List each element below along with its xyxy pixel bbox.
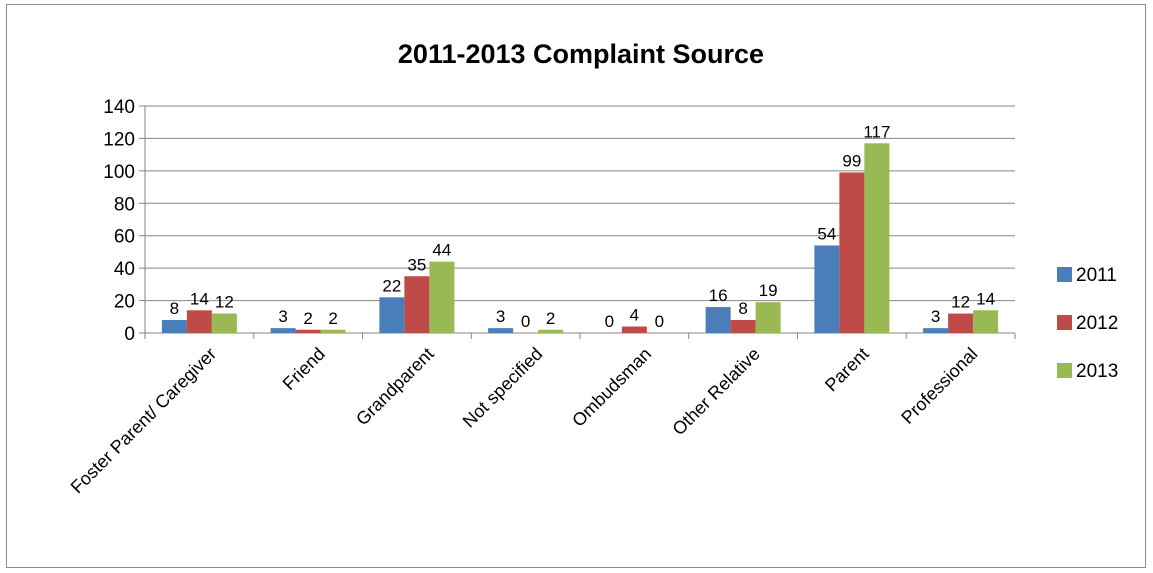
legend-swatch-2013 xyxy=(1057,363,1072,378)
data-label: 2 xyxy=(546,309,555,328)
y-tick-label: 20 xyxy=(114,292,135,313)
bar-2013 xyxy=(429,261,455,333)
bar-2013 xyxy=(320,329,346,333)
data-label: 2 xyxy=(303,309,312,328)
data-label: 3 xyxy=(496,307,505,326)
data-label: 99 xyxy=(842,151,861,170)
data-label: 3 xyxy=(931,307,940,326)
data-label: 44 xyxy=(432,241,451,260)
bar-2012 xyxy=(839,172,865,333)
data-label: 0 xyxy=(655,312,664,331)
data-label: 3 xyxy=(278,307,287,326)
bar-2013 xyxy=(973,310,999,333)
data-label: 8 xyxy=(738,299,747,318)
x-category-label: Grandparent xyxy=(352,344,438,430)
bar-2013 xyxy=(538,329,564,333)
data-label: 2 xyxy=(328,309,337,328)
y-tick-label: 140 xyxy=(103,97,135,118)
x-category-label: Parent xyxy=(821,344,873,396)
legend-swatch-2011 xyxy=(1057,267,1072,282)
bar-2011 xyxy=(814,245,840,333)
legend-label: 2013 xyxy=(1076,361,1118,382)
bar-2011 xyxy=(161,320,187,333)
legend: 2011 2012 2013 xyxy=(1057,265,1118,382)
data-label: 22 xyxy=(382,276,401,295)
bar-2013 xyxy=(864,143,890,333)
bar-2013 xyxy=(755,302,781,333)
data-label: 54 xyxy=(817,224,836,243)
data-label: 4 xyxy=(630,306,639,325)
data-label: 8 xyxy=(170,299,179,318)
data-label: 14 xyxy=(976,289,995,308)
bar-2012 xyxy=(295,329,321,333)
bar-2011 xyxy=(705,307,731,333)
x-category-label: Foster Parent/ Caregiver xyxy=(67,344,221,498)
data-label: 117 xyxy=(863,122,890,141)
data-label: 12 xyxy=(215,293,234,312)
bar-2011 xyxy=(379,297,405,333)
bar-2011 xyxy=(923,328,949,333)
data-label: 16 xyxy=(709,286,728,305)
x-category-label: Ombudsman xyxy=(568,344,655,431)
data-label: 19 xyxy=(759,281,778,300)
bar-2012 xyxy=(948,313,974,333)
y-tick-label: 80 xyxy=(114,194,135,215)
legend-swatch-2012 xyxy=(1057,315,1072,330)
y-axis-ticks: 0 20 40 60 80 100 120 140 xyxy=(103,97,135,345)
data-label: 35 xyxy=(407,255,426,274)
data-label: 0 xyxy=(521,312,530,331)
y-tick-label: 40 xyxy=(114,259,135,280)
chart-frame xyxy=(6,4,1146,568)
bar-2012 xyxy=(404,276,430,333)
x-category-label: Other Relative xyxy=(668,344,764,440)
x-category-label: Professional xyxy=(897,344,981,428)
bar-2011 xyxy=(270,328,296,333)
y-tick-label: 120 xyxy=(103,129,135,150)
y-tick-label: 0 xyxy=(124,324,135,345)
legend-label: 2011 xyxy=(1076,265,1117,286)
bar-2012 xyxy=(186,310,212,333)
bar-2012 xyxy=(730,320,756,333)
x-axis-categories: Foster Parent/ Caregiver Friend Grandparen… xyxy=(67,344,982,498)
x-category-label: Not specified xyxy=(459,344,547,432)
bar-2012 xyxy=(621,326,647,333)
bars xyxy=(161,143,999,333)
y-tick-label: 60 xyxy=(114,227,135,248)
data-label: 12 xyxy=(951,293,970,312)
chart-title: 2011-2013 Complaint Source xyxy=(398,39,764,69)
x-category-label: Friend xyxy=(279,344,329,394)
bar-2011 xyxy=(488,328,514,333)
data-label: 0 xyxy=(605,312,614,331)
y-tick-label: 100 xyxy=(103,162,135,183)
legend-label: 2012 xyxy=(1076,313,1118,334)
data-label: 14 xyxy=(190,289,209,308)
bar-2013 xyxy=(211,313,237,333)
